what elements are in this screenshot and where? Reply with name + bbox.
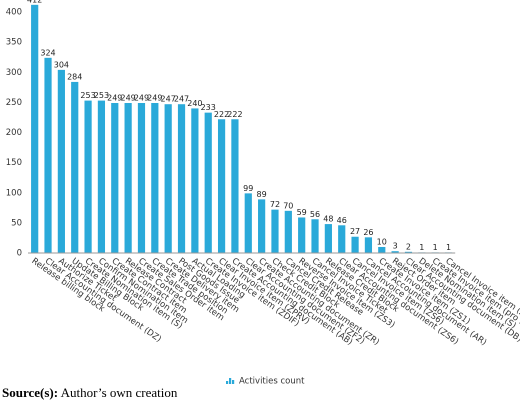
y-tick-label: 300 bbox=[6, 68, 22, 78]
value-label: 304 bbox=[54, 60, 69, 69]
value-label: 1 bbox=[446, 243, 451, 252]
bar bbox=[44, 57, 52, 254]
legend-icon bbox=[226, 381, 229, 384]
source-text: Author’s own creation bbox=[61, 385, 178, 400]
bar bbox=[404, 251, 413, 253]
y-tick-label: 150 bbox=[6, 158, 22, 168]
value-label: 412 bbox=[27, 0, 42, 4]
bar bbox=[31, 4, 39, 254]
value-label: 26 bbox=[363, 228, 373, 237]
bar bbox=[97, 100, 106, 253]
bar bbox=[71, 81, 79, 253]
value-label: 1 bbox=[419, 243, 424, 252]
bar bbox=[271, 209, 279, 253]
bar bbox=[364, 237, 373, 253]
bar bbox=[111, 103, 119, 253]
value-label: 249 bbox=[107, 94, 122, 103]
value-label: 56 bbox=[310, 210, 320, 219]
value-label: 3 bbox=[393, 242, 398, 251]
source: Source(s): Author’s own creation bbox=[2, 385, 178, 400]
value-label: 249 bbox=[134, 94, 149, 103]
bar bbox=[324, 224, 332, 253]
bar bbox=[338, 225, 346, 253]
legend-icon bbox=[232, 380, 235, 384]
y-tick-label: 0 bbox=[17, 249, 22, 259]
y-tick-label: 400 bbox=[6, 8, 22, 18]
bar bbox=[84, 100, 92, 253]
value-label: 27 bbox=[350, 227, 360, 236]
bar bbox=[378, 246, 386, 253]
bar bbox=[124, 103, 132, 253]
value-label: 10 bbox=[377, 237, 387, 246]
value-label: 247 bbox=[161, 95, 176, 104]
bar bbox=[217, 119, 226, 254]
value-label: 284 bbox=[67, 72, 82, 81]
bar bbox=[137, 103, 146, 253]
bar bbox=[391, 251, 399, 253]
value-label: 247 bbox=[174, 95, 189, 104]
bar bbox=[164, 104, 172, 253]
bar bbox=[231, 119, 239, 254]
value-label: 59 bbox=[297, 208, 307, 217]
value-label: 249 bbox=[147, 94, 162, 103]
bar bbox=[57, 69, 65, 253]
y-tick-label: 200 bbox=[6, 128, 22, 138]
legend-label: Activities count bbox=[239, 377, 305, 387]
bar bbox=[244, 193, 252, 253]
bar bbox=[204, 112, 212, 254]
value-label: 2 bbox=[406, 242, 411, 251]
source-label: Source(s): bbox=[2, 385, 58, 400]
value-label: 324 bbox=[40, 48, 55, 57]
bar bbox=[191, 108, 199, 253]
value-label: 1 bbox=[433, 243, 438, 252]
value-label: 253 bbox=[94, 91, 109, 100]
bar bbox=[151, 103, 159, 253]
y-tick-label: 50 bbox=[11, 218, 22, 228]
y-tick-label: 250 bbox=[6, 98, 22, 108]
value-label: 70 bbox=[283, 201, 293, 210]
value-label: 233 bbox=[201, 103, 216, 112]
value-label: 89 bbox=[257, 190, 267, 199]
value-label: 99 bbox=[243, 184, 253, 193]
value-label: 253 bbox=[80, 91, 95, 100]
bar bbox=[284, 210, 292, 253]
y-tick-label: 100 bbox=[6, 188, 22, 198]
value-label: 240 bbox=[187, 99, 202, 108]
y-tick-label: 350 bbox=[6, 38, 22, 48]
value-label: 72 bbox=[270, 200, 280, 209]
value-label: 222 bbox=[227, 110, 242, 119]
bar bbox=[351, 236, 359, 253]
bar bbox=[311, 219, 319, 253]
bar bbox=[258, 199, 266, 253]
value-label: 46 bbox=[337, 216, 347, 225]
value-label: 222 bbox=[214, 110, 229, 119]
bar bbox=[177, 104, 186, 253]
bar bbox=[298, 217, 306, 253]
value-label: 48 bbox=[323, 215, 333, 224]
value-label: 249 bbox=[120, 94, 135, 103]
legend-icon bbox=[229, 378, 232, 384]
